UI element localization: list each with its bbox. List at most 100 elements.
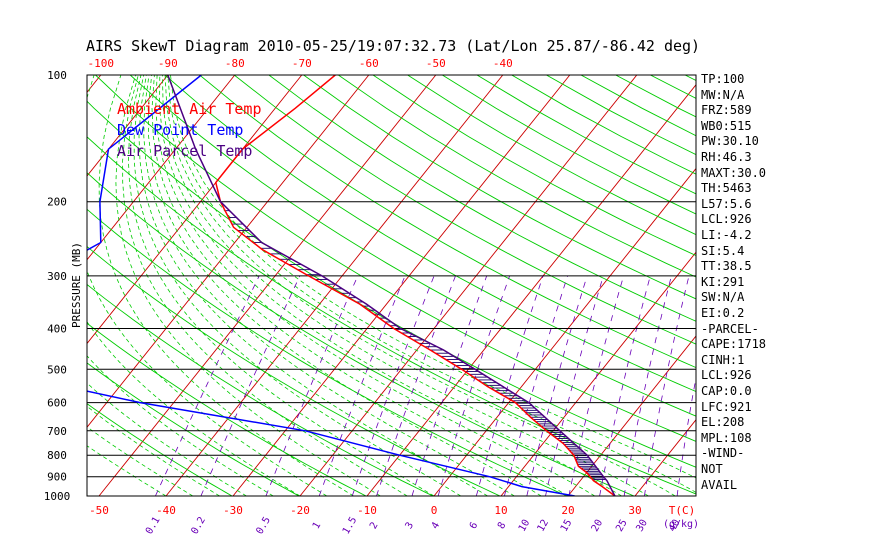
moist-adiabat-line — [87, 426, 194, 496]
dry-adiabat-line — [87, 136, 696, 495]
stats-item: MW:N/A — [701, 87, 745, 102]
moist-adiabat-line — [167, 75, 696, 493]
mixing-ratio-tick-label: 12 — [536, 518, 552, 534]
mixing-ratio-tick-label: 1.5 — [341, 515, 360, 536]
isotherm-line — [836, 75, 870, 496]
mixing-ratio-line — [155, 275, 260, 496]
x-axis-label: T(C) — [669, 504, 696, 517]
pressure-tick-label: 700 — [47, 425, 67, 438]
pressure-tick-label: 600 — [47, 397, 67, 410]
stats-item: EI:0.2 — [701, 306, 745, 320]
pressure-tick-label: 300 — [47, 270, 67, 283]
mixing-ratio-line — [376, 275, 456, 496]
mixing-ratio-tick-label: 6 — [468, 520, 481, 531]
pressure-tick-label: 400 — [47, 322, 67, 335]
bottom-temp-tick-label: -50 — [89, 504, 109, 517]
mixing-ratio-unit: (g/kg) — [663, 519, 699, 530]
legend-entry: Ambient Air Temp — [117, 100, 262, 118]
isotherm-line — [87, 75, 169, 177]
pressure-tick-label: 1000 — [44, 490, 71, 503]
stats-item: -PARCEL- — [701, 321, 759, 336]
isotherm-line — [87, 75, 236, 261]
mixing-ratio-line — [318, 275, 406, 496]
moist-adiabat-line — [162, 75, 649, 496]
dry-adiabat-line — [233, 75, 696, 345]
legend-entry: Dew Point Temp — [117, 121, 244, 139]
stats-item: TH:5463 — [701, 181, 752, 196]
mixing-ratio-line — [200, 275, 301, 496]
top-temp-tick-label: -50 — [426, 57, 446, 70]
dry-adiabat-line — [268, 75, 696, 322]
stats-item: -WIND- — [701, 446, 745, 461]
dry-adiabat-line — [87, 403, 233, 496]
isotherm-line — [232, 75, 571, 496]
stats-item: L57:5.6 — [701, 196, 752, 211]
dry-adiabat-line — [372, 75, 696, 257]
dry-adiabat-line — [338, 75, 696, 278]
moist-adiabat-line — [155, 75, 596, 496]
isotherm-line — [87, 75, 303, 345]
stats-item: FRZ:589 — [701, 103, 752, 118]
stats-item: CAPE:1718 — [701, 337, 767, 352]
pressure-tick-label: 100 — [47, 69, 67, 82]
stats-item: AVAIL — [701, 477, 738, 492]
bottom-temp-tick-label: 20 — [561, 504, 574, 517]
pressure-tick-label: 900 — [47, 471, 67, 484]
dry-adiabat-line — [164, 75, 696, 393]
mixing-ratio-line — [411, 275, 488, 496]
stats-item: LCL:926 — [701, 368, 752, 383]
moist-adiabat-line — [87, 405, 220, 496]
pressure-tick-label: 200 — [47, 196, 67, 209]
mixing-ratio-tick-label: 40 — [667, 518, 683, 534]
mixing-ratio-tick-label: 2 — [368, 520, 381, 531]
moist-adiabat-line — [87, 382, 247, 496]
stats-item: MAXT:30.0 — [701, 165, 767, 180]
mixing-ratio-line — [351, 275, 435, 496]
bottom-temp-tick-label: 30 — [628, 504, 641, 517]
chart-title: AIRS SkewT Diagram 2010-05-25/19:07:32.7… — [86, 37, 701, 55]
mixing-ratio-tick-label: 8 — [496, 520, 509, 531]
pressure-tick-label: 500 — [47, 363, 67, 376]
isotherm-line — [165, 75, 504, 496]
moist-adiabat-line — [151, 75, 569, 496]
mixing-ratio-tick-label: 30 — [634, 518, 650, 534]
moist-adiabat-line — [98, 75, 354, 496]
dry-adiabat-line — [87, 208, 568, 496]
dry-adiabat-line — [650, 75, 696, 99]
stats-item: PW:30.10 — [701, 134, 759, 149]
dry-adiabat-line — [511, 75, 696, 175]
moist-adiabat-line — [164, 75, 676, 496]
moist-adiabat-line — [87, 355, 274, 496]
stats-item: KI:291 — [701, 274, 745, 289]
plot-frame — [86, 74, 697, 497]
air-parcel-templine — [167, 75, 616, 496]
stats-item: CINH:1 — [701, 352, 745, 367]
bottom-temp-tick-label: 0 — [431, 504, 438, 517]
dry-adiabat-line — [87, 362, 300, 496]
mixing-ratio-tick-label: 0.1 — [144, 515, 163, 536]
bottom-temp-tick-label: -10 — [357, 504, 377, 517]
stats-item: LCL:926 — [701, 212, 752, 227]
pressure-tick-label: 800 — [47, 449, 67, 462]
mixing-ratio-tick-label: 1 — [311, 520, 324, 531]
isotherm-line — [634, 419, 696, 496]
mixing-ratio-tick-label: 20 — [590, 518, 606, 534]
moist-adiabat-line — [87, 321, 301, 496]
moist-adiabat-line — [147, 75, 542, 496]
stats-item: TT:38.5 — [701, 259, 752, 274]
stats-item: SI:5.4 — [701, 243, 745, 258]
dry-adiabat-line — [87, 322, 367, 496]
bottom-temp-tick-label: 10 — [494, 504, 507, 517]
dry-adiabat-line — [87, 245, 501, 496]
isotherm-line — [567, 335, 696, 496]
mixing-ratio-tick-label: 0.2 — [189, 515, 208, 536]
moist-adiabat-line — [143, 75, 515, 496]
top-temp-tick-label: -40 — [493, 57, 513, 70]
top-temp-tick-label: -70 — [292, 57, 312, 70]
mixing-ratio-line — [437, 275, 510, 496]
stats-item: EL:208 — [701, 415, 745, 430]
bottom-temp-tick-label: -30 — [223, 504, 243, 517]
moist-adiabat-line — [115, 75, 381, 496]
isotherm-line — [299, 75, 638, 496]
top-temp-tick-label: -90 — [158, 57, 178, 70]
